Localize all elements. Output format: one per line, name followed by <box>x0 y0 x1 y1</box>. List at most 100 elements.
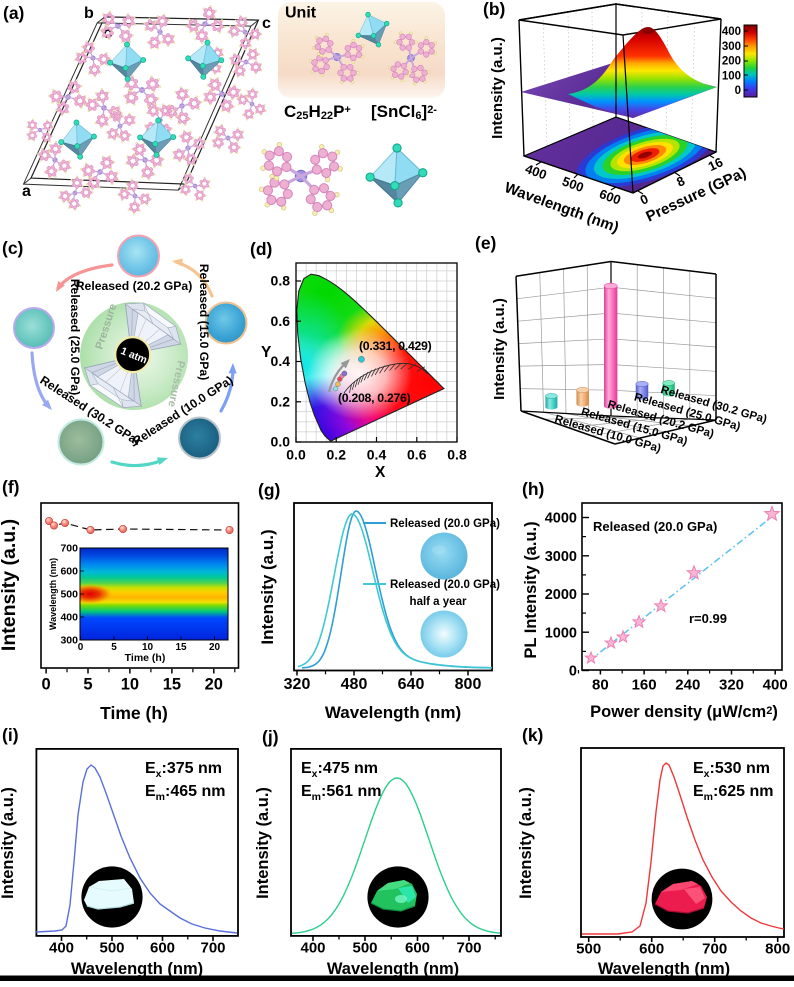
svg-text:(a): (a) <box>3 3 24 23</box>
svg-text:700: 700 <box>702 941 727 958</box>
svg-text:0.0: 0.0 <box>286 447 306 463</box>
svg-text:160: 160 <box>632 677 657 694</box>
svg-text:1000: 1000 <box>545 625 577 641</box>
svg-text:Released (25.0 GPa): Released (25.0 GPa) <box>68 279 82 396</box>
svg-text:Wavelength (nm): Wavelength (nm) <box>325 703 461 722</box>
svg-text:o: o <box>103 25 113 42</box>
svg-text:0.6: 0.6 <box>407 447 427 463</box>
svg-text:0.4: 0.4 <box>271 353 291 369</box>
svg-text:700: 700 <box>456 940 481 957</box>
svg-text:4000: 4000 <box>545 511 577 527</box>
svg-text:0.2: 0.2 <box>327 447 347 463</box>
svg-text:600: 600 <box>60 566 78 578</box>
svg-text:Intensity (a.u.): Intensity (a.u.) <box>0 787 17 899</box>
svg-text:(0.331, 0.429): (0.331, 0.429) <box>359 339 432 353</box>
svg-text:300: 300 <box>60 635 78 647</box>
svg-text:700: 700 <box>60 543 78 555</box>
svg-text:C25H22P+: C25H22P+ <box>284 102 351 122</box>
svg-text:Ex:530 nm: Ex:530 nm <box>693 760 770 780</box>
svg-text:10: 10 <box>142 642 154 653</box>
svg-text:400: 400 <box>300 940 325 957</box>
svg-text:0.8: 0.8 <box>447 447 467 463</box>
svg-text:10: 10 <box>121 676 139 694</box>
svg-text:[SnCl6]2-: [SnCl6]2- <box>371 102 437 122</box>
svg-text:(g): (g) <box>258 480 280 500</box>
svg-text:b: b <box>84 5 94 22</box>
svg-text:640: 640 <box>398 676 425 693</box>
svg-text:5: 5 <box>111 642 117 653</box>
svg-text:(f): (f) <box>2 477 19 497</box>
svg-text:(b): (b) <box>483 0 505 19</box>
svg-text:Intensity (a.u.): Intensity (a.u.) <box>254 787 272 899</box>
svg-text:80: 80 <box>592 677 609 694</box>
svg-text:500: 500 <box>60 589 78 601</box>
svg-text:500: 500 <box>352 940 377 957</box>
svg-text:15: 15 <box>163 676 181 694</box>
svg-text:0: 0 <box>42 676 51 694</box>
svg-text:0: 0 <box>569 664 577 680</box>
svg-text:700: 700 <box>200 940 225 957</box>
svg-text:(i): (i) <box>2 725 19 745</box>
svg-text:0: 0 <box>78 642 84 653</box>
svg-text:(e): (e) <box>475 233 496 253</box>
svg-text:r=0.99: r=0.99 <box>689 611 727 626</box>
svg-text:400: 400 <box>722 26 741 38</box>
svg-text:Ex:375 nm: Ex:375 nm <box>145 760 222 780</box>
svg-text:Wavelength (nm): Wavelength (nm) <box>598 960 730 978</box>
svg-text:Intensity (a.u.): Intensity (a.u.) <box>489 37 506 139</box>
svg-text:0.4: 0.4 <box>367 447 387 463</box>
svg-text:0.0: 0.0 <box>271 434 291 450</box>
svg-text:Released (20.2 GPa): Released (20.2 GPa) <box>76 279 193 293</box>
svg-text:500: 500 <box>560 174 586 196</box>
svg-text:Y: Y <box>261 344 272 361</box>
svg-text:(j): (j) <box>262 727 279 747</box>
svg-text:3000: 3000 <box>545 549 577 565</box>
svg-text:16: 16 <box>706 154 725 174</box>
svg-text:500: 500 <box>99 940 124 957</box>
svg-text:Em:465 nm: Em:465 nm <box>145 783 225 803</box>
svg-text:Unit: Unit <box>285 5 317 22</box>
svg-text:(h): (h) <box>522 479 544 499</box>
svg-text:a: a <box>22 183 31 200</box>
svg-text:(k): (k) <box>522 725 543 745</box>
svg-text:(d): (d) <box>250 239 272 259</box>
svg-text:800: 800 <box>455 676 482 693</box>
svg-text:Intensity (a.u.): Intensity (a.u.) <box>0 519 20 651</box>
svg-text:Em:561 nm: Em:561 nm <box>301 783 381 803</box>
svg-text:240: 240 <box>675 677 700 694</box>
svg-text:5: 5 <box>83 676 92 694</box>
svg-text:400: 400 <box>523 161 549 183</box>
svg-text:Ex:475 nm: Ex:475 nm <box>301 760 378 780</box>
svg-text:Released (20.0 GPa): Released (20.0 GPa) <box>390 518 500 530</box>
svg-text:0.2: 0.2 <box>271 393 291 409</box>
svg-text:600: 600 <box>150 940 175 957</box>
svg-text:200: 200 <box>722 56 741 68</box>
svg-text:400: 400 <box>763 677 788 694</box>
svg-text:320: 320 <box>719 677 744 694</box>
svg-text:15: 15 <box>175 642 187 653</box>
svg-text:Released (15.0 GPa): Released (15.0 GPa) <box>197 264 211 381</box>
svg-text:Intensity (a.u.): Intensity (a.u.) <box>258 529 277 644</box>
svg-text:600: 600 <box>597 186 623 208</box>
svg-text:600: 600 <box>639 941 664 958</box>
svg-text:(0.208, 0.276): (0.208, 0.276) <box>338 391 411 405</box>
svg-text:(c): (c) <box>2 238 23 258</box>
svg-text:100: 100 <box>722 70 741 82</box>
svg-text:Released (20.0 GPa): Released (20.0 GPa) <box>593 519 717 534</box>
svg-text:Time (h): Time (h) <box>100 703 168 723</box>
svg-text:20: 20 <box>205 676 223 694</box>
svg-text:400: 400 <box>60 612 78 624</box>
svg-text:0: 0 <box>735 85 741 97</box>
svg-text:Time (h): Time (h) <box>125 652 166 664</box>
svg-text:0.6: 0.6 <box>271 313 291 329</box>
svg-text:0.8: 0.8 <box>271 273 291 289</box>
svg-text:480: 480 <box>341 676 368 693</box>
svg-text:600: 600 <box>405 940 430 957</box>
svg-text:800: 800 <box>765 941 790 958</box>
svg-text:Wavelength (nm): Wavelength (nm) <box>71 960 203 978</box>
svg-text:500: 500 <box>576 941 601 958</box>
svg-text:Wavelength (nm): Wavelength (nm) <box>48 558 58 630</box>
svg-text:320: 320 <box>284 676 311 693</box>
svg-text:PL Intensity (a.u.): PL Intensity (a.u.) <box>522 521 540 658</box>
svg-text:Intensity (a.u.): Intensity (a.u.) <box>517 787 535 899</box>
